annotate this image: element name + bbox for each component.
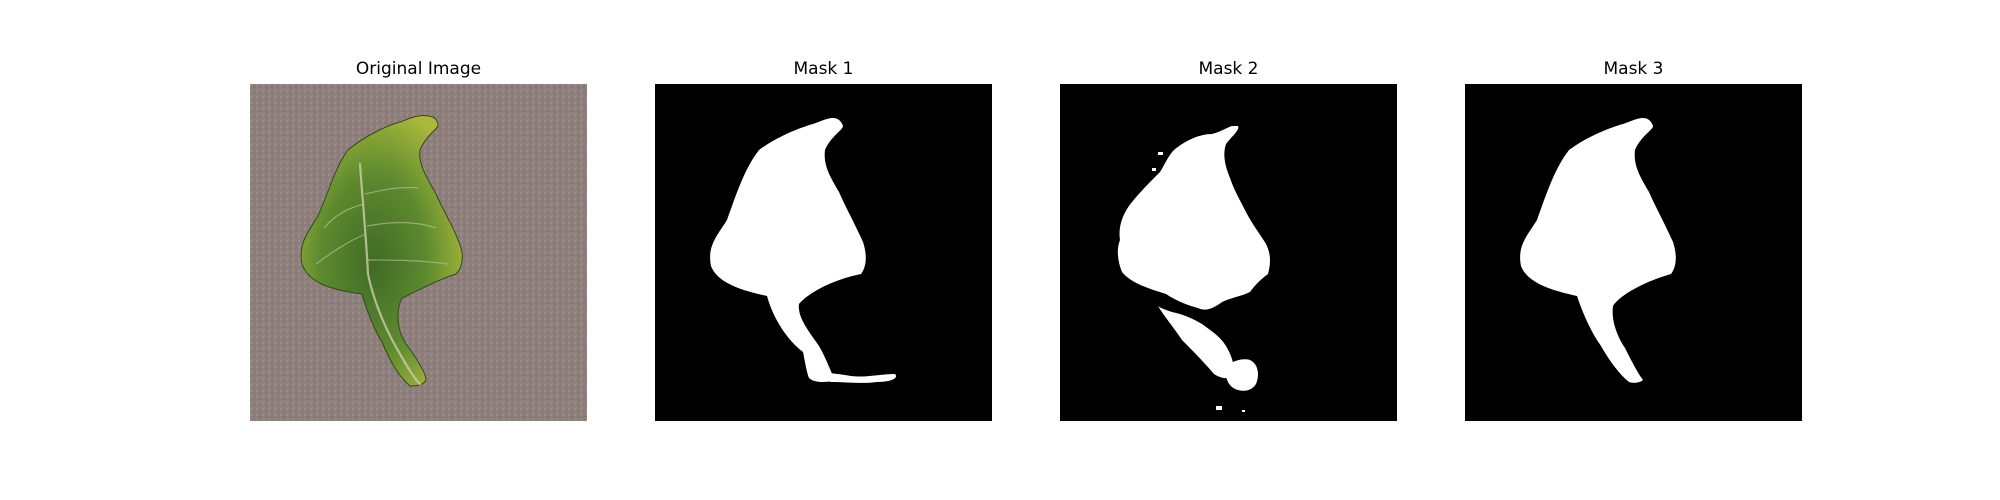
panel-title: Original Image xyxy=(355,59,482,79)
mask-foreground-region xyxy=(1237,214,1246,252)
panel-title: Mask 3 xyxy=(1603,59,1664,79)
mask-image xyxy=(655,84,992,421)
leaf-vein xyxy=(323,203,365,229)
mask-foreground-region xyxy=(1225,359,1258,391)
leaf-vein xyxy=(366,221,437,229)
mask-speckle xyxy=(1152,168,1156,171)
leaf-midrib xyxy=(358,162,422,386)
mask-foreground-region xyxy=(819,373,897,383)
mask-foreground-region xyxy=(710,118,866,382)
mask-speckle xyxy=(1216,406,1222,410)
mask-image xyxy=(1060,84,1397,421)
mask-foreground-region xyxy=(1158,306,1234,379)
original-leaf-photo xyxy=(250,84,587,421)
leaf-vein xyxy=(364,186,419,195)
mask-foreground-region xyxy=(1520,118,1676,383)
mask-speckle xyxy=(1158,152,1163,155)
leaf-shape xyxy=(300,115,463,387)
panel-title: Mask 2 xyxy=(1198,59,1259,79)
mask-foreground-region xyxy=(1117,126,1270,310)
leaf-vein xyxy=(367,259,449,265)
mask-speckle xyxy=(1242,410,1245,412)
leaf-vein xyxy=(315,233,367,265)
panel-title: Mask 1 xyxy=(793,59,854,79)
mask-image xyxy=(1465,84,1802,421)
